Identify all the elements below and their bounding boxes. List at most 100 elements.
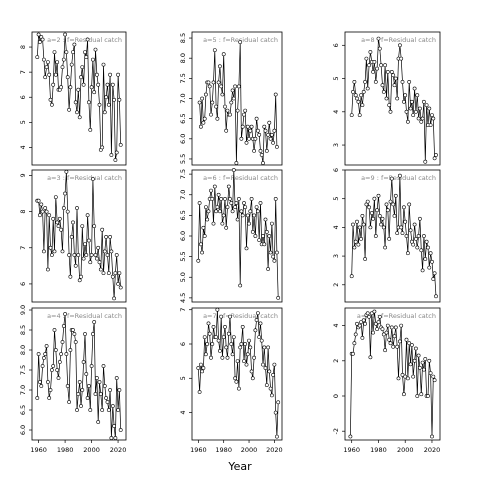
data-point — [240, 124, 245, 129]
data-point — [203, 205, 208, 210]
data-point — [236, 386, 241, 391]
data-point — [210, 100, 215, 105]
data-point — [108, 72, 113, 77]
y-tick-label: 5 — [332, 197, 340, 201]
data-point — [197, 390, 202, 394]
data-point — [101, 364, 106, 368]
data-point — [109, 436, 114, 440]
data-point — [416, 234, 421, 238]
data-point — [207, 331, 212, 336]
data-point — [430, 259, 434, 264]
y-tick-label: 5.0 — [179, 272, 187, 282]
y-tick-label: 6 — [332, 43, 340, 47]
panel-6: a=9 : f=Residual catch 2 3 4 5 6 — [332, 168, 441, 303]
data-point — [230, 209, 235, 214]
data-point — [75, 110, 79, 115]
data-point — [210, 196, 215, 201]
data-point — [264, 383, 269, 388]
data-point — [401, 205, 406, 210]
panel-title: a=2 : f=Residual catch — [47, 36, 122, 44]
data-point — [245, 352, 250, 357]
data-point — [432, 156, 437, 161]
data-point — [385, 208, 390, 213]
data-point — [219, 84, 224, 89]
data-point — [105, 82, 110, 87]
data-point — [118, 285, 123, 290]
x-tick-label: 1960 — [30, 446, 47, 454]
data-point — [234, 201, 239, 205]
panel-frame — [31, 169, 127, 303]
data-point — [50, 368, 54, 372]
data-point — [60, 340, 65, 344]
data-point — [397, 43, 402, 48]
data-point — [431, 374, 436, 379]
data-point — [379, 63, 384, 68]
data-point — [242, 112, 246, 117]
data-point — [65, 384, 70, 388]
data-point — [84, 253, 89, 257]
data-point — [267, 120, 272, 125]
data-point — [375, 327, 380, 332]
data-point — [371, 216, 376, 221]
data-point — [197, 201, 202, 205]
data-point — [59, 352, 64, 356]
data-point — [413, 346, 418, 351]
data-point — [413, 236, 418, 241]
data-point — [68, 348, 73, 352]
data-point — [101, 62, 106, 67]
data-point — [89, 85, 94, 90]
data-point — [415, 394, 420, 398]
data-point — [423, 257, 428, 261]
data-point — [254, 205, 259, 210]
data-point — [44, 209, 49, 214]
data-point — [432, 378, 437, 383]
data-point — [392, 334, 397, 339]
data-point — [353, 93, 358, 98]
x-tick-label: 2020 — [424, 446, 441, 454]
y-tick-label: 7.5 — [19, 365, 27, 375]
data-point — [201, 225, 206, 230]
data-point — [38, 380, 42, 384]
data-point — [197, 100, 202, 105]
data-point — [401, 99, 406, 104]
data-point — [98, 392, 103, 396]
y-tick-label: 6.5 — [19, 405, 27, 415]
data-point — [401, 392, 406, 397]
data-point — [395, 231, 400, 236]
data-point — [104, 396, 109, 400]
data-point — [415, 93, 420, 98]
data-point — [266, 132, 271, 137]
data-point — [361, 318, 366, 323]
data-point — [380, 216, 385, 221]
y-tick-label: 7.0 — [179, 190, 187, 200]
data-point — [248, 209, 253, 214]
data-point — [113, 436, 118, 440]
data-point — [355, 321, 359, 326]
data-point — [106, 102, 111, 107]
data-point — [391, 73, 396, 78]
data-point — [109, 153, 114, 157]
data-point — [240, 324, 245, 329]
data-point — [97, 102, 102, 107]
data-point — [65, 209, 70, 214]
data-point — [68, 274, 73, 279]
data-point — [268, 250, 273, 255]
y-tick-label: 8 — [19, 210, 27, 214]
data-point — [225, 355, 230, 360]
data-point — [405, 119, 410, 124]
data-point — [112, 424, 117, 428]
data-point — [257, 132, 262, 137]
panel-title: a=5 : f=Residual catch — [203, 36, 278, 44]
y-tick-label: -2 — [332, 428, 340, 434]
data-point — [249, 124, 254, 129]
data-point — [229, 201, 234, 205]
data-point — [210, 342, 215, 346]
data-point — [206, 321, 211, 326]
data-point — [47, 396, 52, 400]
data-point — [196, 258, 201, 263]
data-point — [83, 50, 87, 55]
data-point — [348, 434, 353, 439]
data-point — [79, 404, 83, 408]
data-point — [88, 260, 93, 265]
data-point — [257, 335, 262, 340]
